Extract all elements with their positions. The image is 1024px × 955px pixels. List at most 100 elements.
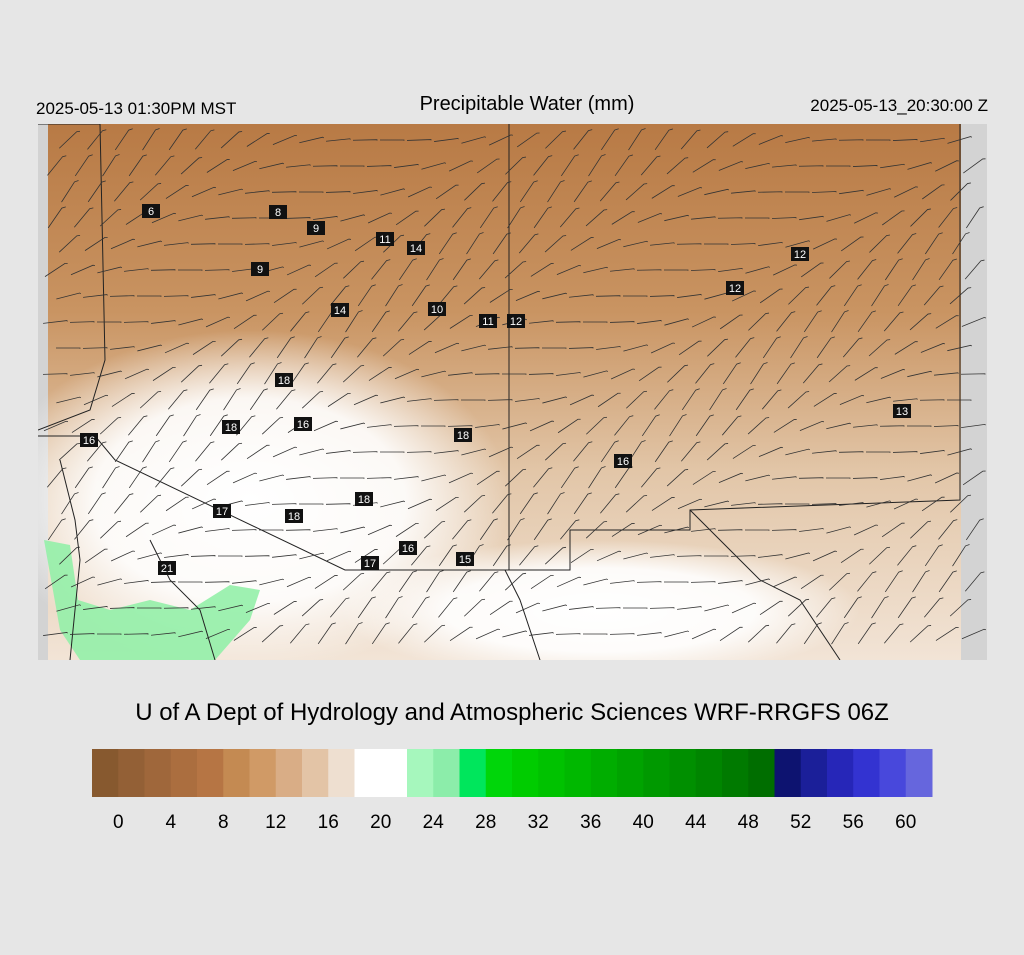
wind-barb [325, 503, 351, 505]
wind-barb [209, 363, 229, 384]
wind-barb [894, 186, 918, 198]
wind-barb [438, 597, 458, 618]
wind-barb [479, 518, 498, 541]
wind-barb [816, 336, 835, 359]
wind-barb [909, 313, 932, 331]
wind-barb [245, 290, 270, 302]
map-title: Precipitable Water (mm) [420, 93, 635, 115]
station-box [726, 281, 744, 295]
wind-barb [816, 285, 836, 306]
wind-barb [802, 363, 823, 384]
wind-barb [342, 573, 365, 591]
wind-barb [560, 466, 579, 489]
wind-barb [600, 128, 619, 151]
wind-barb [748, 312, 770, 331]
wind-barb [56, 347, 81, 349]
wind-barb [907, 370, 932, 378]
wind-barb [438, 285, 458, 306]
wind-barb [732, 445, 756, 459]
colorbar-tick-label: 60 [895, 812, 916, 833]
wind-barb [258, 529, 284, 531]
wind-barb [246, 133, 270, 147]
wind-barb [625, 494, 648, 513]
colorbar-tick-label: 32 [528, 812, 549, 833]
wind-barb [961, 628, 987, 640]
wind-barb [966, 206, 984, 229]
wind-barb [304, 336, 322, 359]
wind-barb [649, 295, 675, 297]
station-value: 16 [617, 456, 629, 468]
wind-barb [583, 578, 609, 586]
wind-barb [102, 466, 120, 489]
wind-barb [232, 160, 258, 172]
wind-barb [839, 394, 865, 405]
wind-barb [528, 373, 554, 375]
wind-barb [433, 399, 459, 401]
wind-barb [545, 130, 567, 149]
wind-barb [614, 154, 633, 177]
wind-barb [803, 310, 822, 333]
wind-barb [519, 492, 538, 515]
wind-barb [600, 493, 620, 514]
wind-barb [411, 596, 430, 619]
wind-barb [920, 450, 945, 454]
wind-barb [164, 242, 189, 246]
wind-barb [677, 606, 702, 610]
wind-barb [205, 316, 230, 328]
wind-barb [128, 154, 147, 177]
wind-barb [628, 440, 646, 463]
wind-barb [191, 294, 216, 298]
wind-barb [515, 398, 540, 402]
wind-barb [463, 287, 486, 305]
wind-barb [625, 183, 648, 201]
wind-barb [205, 216, 230, 220]
wind-barb [611, 211, 635, 225]
wind-barb [232, 580, 257, 584]
wind-barb [261, 312, 284, 331]
wind-barb [730, 555, 756, 557]
wind-barb [952, 232, 970, 255]
wind-barb [544, 442, 567, 461]
wind-barb [139, 183, 162, 201]
wind-barb [151, 320, 176, 324]
wind-barb [507, 206, 525, 229]
station-value: 11 [482, 316, 493, 328]
wind-barb [704, 500, 730, 508]
station-box [893, 404, 911, 418]
wind-barb [231, 529, 257, 531]
wind-barb [691, 216, 716, 220]
wind-barb [438, 232, 457, 255]
wind-barb [921, 496, 945, 512]
wind-barb [933, 425, 959, 427]
wind-barb [492, 232, 511, 255]
wind-barb [461, 448, 487, 456]
station-box [269, 205, 287, 219]
color-swatch [144, 749, 172, 797]
wind-barb [69, 633, 95, 635]
wind-barb [209, 414, 228, 437]
wind-barb [596, 346, 621, 350]
wind-barb [623, 552, 649, 560]
wind-barb [285, 529, 311, 531]
wind-barb [840, 548, 864, 564]
wind-barb [150, 581, 176, 583]
wind-barb [800, 574, 824, 590]
wind-barb [924, 597, 944, 618]
wind-barb [448, 372, 473, 376]
color-swatch [538, 749, 565, 797]
wind-barb [423, 520, 446, 539]
wind-barb [854, 367, 878, 381]
wind-barb [666, 157, 689, 175]
wind-barb [476, 158, 500, 174]
wind-barb [717, 217, 743, 219]
wind-barb [59, 546, 81, 565]
wind-barb [964, 571, 985, 592]
wind-barb [559, 207, 580, 228]
wind-barb [691, 528, 716, 532]
colorbar-tick-label: 36 [580, 812, 601, 833]
wind-barb [529, 420, 554, 432]
wind-barb [385, 596, 403, 619]
wind-barb [735, 388, 754, 411]
wind-barb [828, 365, 851, 383]
wind-barb [461, 399, 486, 401]
